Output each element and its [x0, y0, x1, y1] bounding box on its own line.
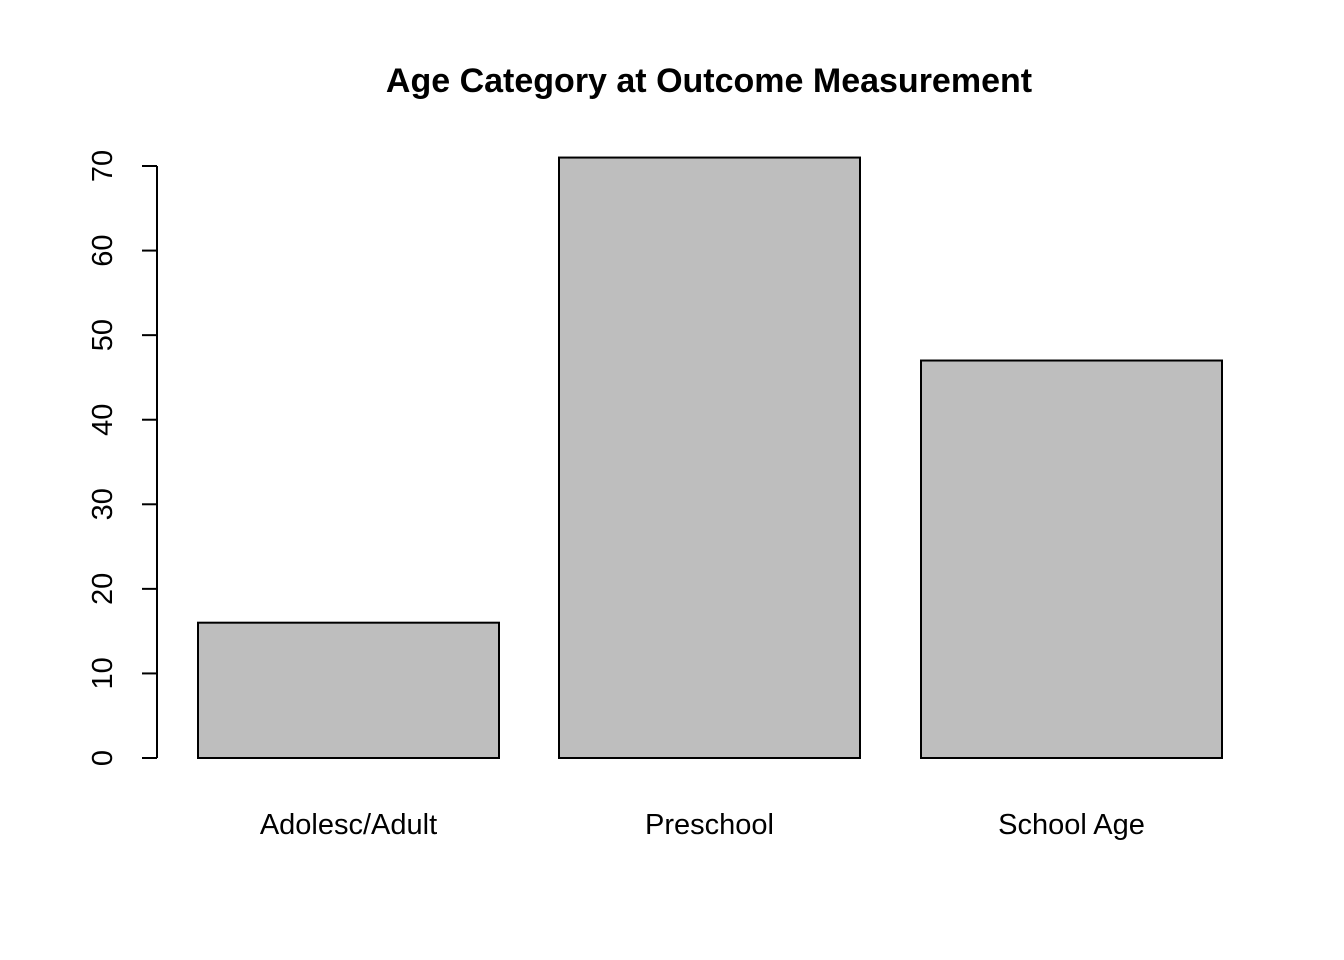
bar-preschool: [558, 156, 861, 760]
category-label: Adolesc/Adult: [260, 809, 437, 841]
y-tick-label: 0: [87, 750, 119, 766]
y-axis: 0 10 20 30 40 50 60 70: [87, 150, 158, 766]
category-label: School Age: [998, 809, 1145, 841]
bar-adolesc-adult: [197, 621, 500, 759]
chart-title: Age Category at Outcome Measurement: [386, 62, 1032, 100]
category-label: Preschool: [645, 809, 774, 841]
y-tick-label: 50: [87, 319, 119, 351]
y-tick-label: 20: [87, 573, 119, 605]
y-tick-label: 40: [87, 404, 119, 436]
y-tick-label: 30: [87, 488, 119, 520]
y-tick-label: 70: [87, 150, 119, 182]
y-tick-label: 10: [87, 657, 119, 689]
bars: [197, 156, 1223, 760]
y-tick-label: 60: [87, 234, 119, 266]
x-axis-labels: Adolesc/Adult Preschool School Age: [260, 809, 1145, 841]
bar-school-age: [920, 359, 1223, 759]
